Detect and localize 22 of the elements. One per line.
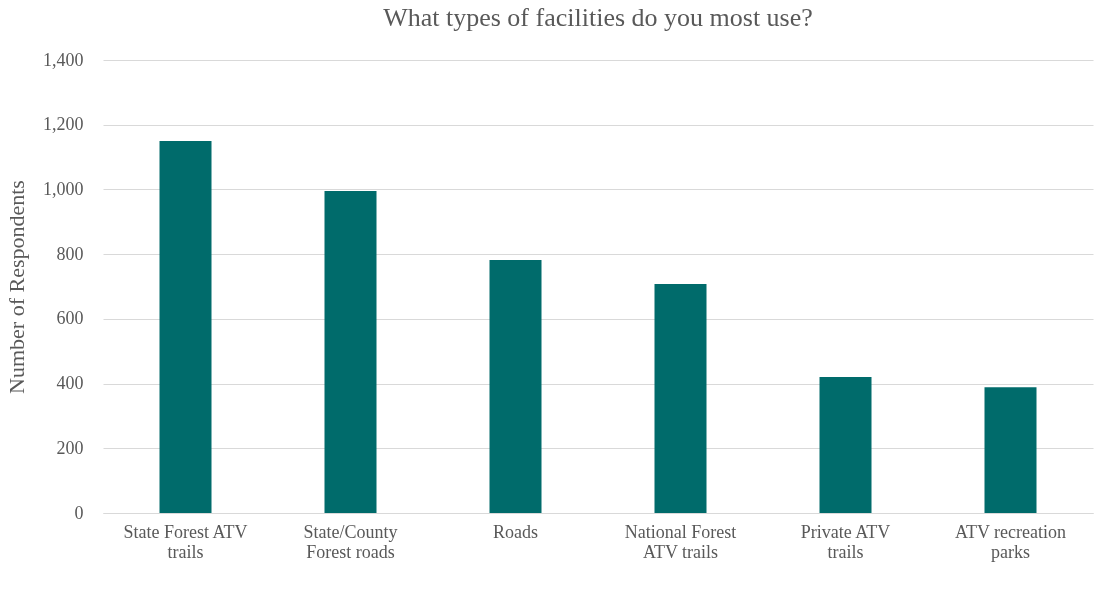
bar: [984, 387, 1037, 513]
y-tick-label: 800: [56, 243, 84, 264]
y-tick-label: 1,200: [43, 114, 84, 135]
x-tick-label: Roads: [493, 521, 538, 542]
bar: [159, 140, 212, 513]
y-axis-title: Number of Respondents: [4, 180, 29, 394]
bar: [819, 377, 872, 513]
x-tick-label: State Forest ATV trails: [123, 521, 248, 562]
y-tick-label: 400: [56, 373, 84, 394]
x-tick-label: ATV recreation parks: [954, 521, 1067, 562]
x-tick-label: State/County Forest roads: [303, 521, 398, 562]
x-tick-label: Private ATV trails: [800, 521, 891, 562]
chart-title: What types of facilities do you most use?: [383, 3, 813, 32]
y-tick-label: 1,400: [43, 49, 84, 70]
y-tick-label: 1,000: [43, 178, 84, 199]
y-tick-label: 200: [56, 437, 84, 458]
y-tick-label: 600: [56, 308, 84, 329]
bar: [324, 191, 377, 513]
bar: [489, 259, 542, 513]
x-tick-label: National Forest ATV trails: [624, 521, 737, 562]
y-tick-label: 0: [74, 502, 84, 523]
bar: [654, 283, 707, 513]
